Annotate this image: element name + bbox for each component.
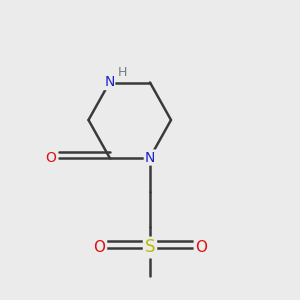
Text: O: O (46, 151, 56, 164)
Text: O: O (93, 240, 105, 255)
Text: S: S (145, 238, 155, 256)
Text: O: O (195, 240, 207, 255)
Text: N: N (145, 151, 155, 164)
Text: H: H (117, 65, 127, 79)
Text: N: N (104, 76, 115, 89)
